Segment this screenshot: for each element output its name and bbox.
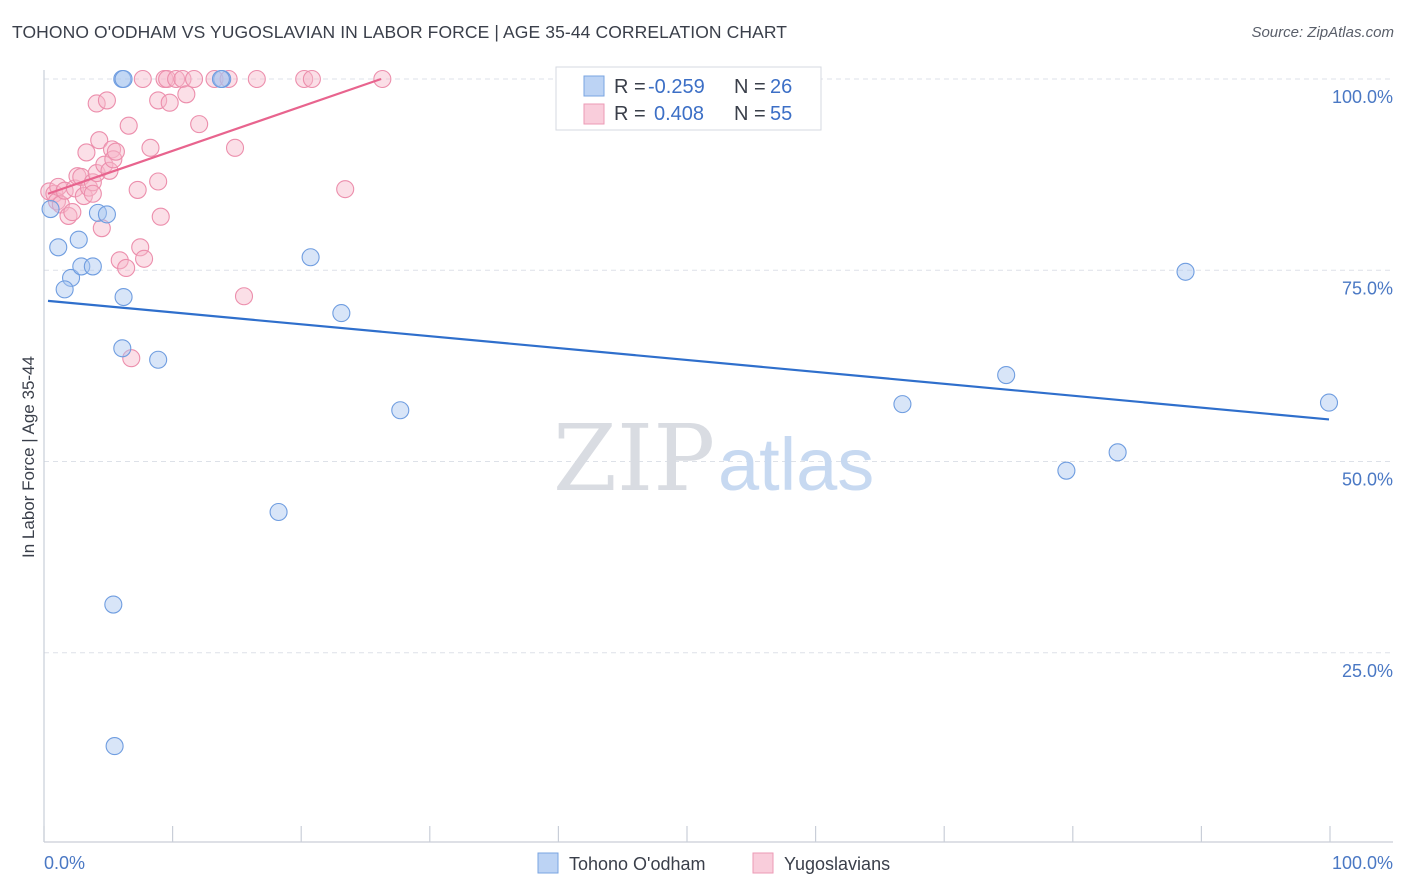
bottom-legend: Tohono O'odham Yugoslavians: [537, 852, 890, 874]
yugoslavian-point-50: [247, 69, 266, 89]
x-tick-labels: 0.0% 100.0%: [44, 853, 1393, 873]
yugoslavian-point-26: [110, 251, 129, 270]
yugoslavian-point-28: [119, 116, 138, 135]
yugoslavian-point-15: [83, 184, 102, 203]
watermark: ZIP atlas: [553, 405, 874, 512]
tohono-point-26: [1057, 461, 1076, 480]
legend-r-value-2: 0.408: [654, 103, 704, 125]
legend-r-label-1: R =: [614, 76, 646, 98]
series-yugoslavians: [40, 69, 392, 368]
tohono-point-7: [88, 203, 108, 222]
y-tick-label-75: 75.0%: [1342, 278, 1393, 298]
yugoslavian-point-49: [234, 287, 254, 306]
yugoslavian-point-37: [151, 207, 170, 226]
yugoslavian-point-44: [184, 69, 204, 89]
tohono-point-1: [49, 238, 68, 257]
yugoslavian-point-18: [90, 131, 109, 150]
tohono-point-17: [332, 304, 351, 323]
yugoslavian-point-36: [149, 172, 168, 191]
tohono-point-20: [104, 595, 123, 614]
legend-n-value-1: 26: [770, 76, 792, 98]
tohono-point-4: [69, 230, 88, 249]
yugoslavian-point-31: [131, 238, 150, 257]
tohono-point-21: [105, 737, 124, 756]
bottom-legend-swatch-blue: [537, 852, 559, 874]
stats-legend: R = -0.259 N = 26 R = 0.408 N = 55: [555, 66, 822, 131]
tohono-point-9: [114, 287, 133, 307]
yugoslavian-point-7: [63, 203, 82, 222]
tohono-point-3: [55, 280, 74, 299]
legend-swatch-blue: [583, 75, 605, 97]
yugoslavian-point-27: [117, 258, 136, 278]
tohono-point-8: [97, 205, 116, 224]
grid-lines: [44, 78, 1393, 654]
tohono-point-19: [269, 502, 288, 522]
legend-n-value-2: 55: [770, 103, 792, 125]
legend-n-label-1: N =: [734, 76, 766, 98]
yugoslavian-point-40: [160, 93, 179, 112]
yugoslavian-point-29: [122, 349, 141, 368]
yugoslavian-point-41: [167, 69, 186, 89]
yugoslavian-point-45: [190, 115, 209, 134]
tohono-point-14: [113, 339, 132, 358]
watermark-atlas: atlas: [718, 423, 874, 506]
x-tick-marks: [43, 826, 1331, 842]
tohono-point-18: [391, 401, 410, 420]
tohono-point-25: [893, 395, 912, 414]
legend-r-label-2: R =: [614, 103, 646, 125]
chart-title: TOHONO O'ODHAM VS YUGOSLAVIAN IN LABOR F…: [12, 22, 788, 42]
tohono-point-15: [149, 350, 168, 369]
yugoslavian-point-30: [128, 180, 147, 199]
y-tick-label-100: 100.0%: [1332, 87, 1393, 107]
watermark-zip: ZIP: [553, 405, 715, 512]
yugoslavian-point-17: [87, 94, 106, 113]
yugoslavian-point-47: [219, 69, 238, 89]
tohono-point-0: [41, 200, 60, 219]
yugoslavian-point-25: [106, 142, 125, 161]
legend-swatch-pink: [583, 103, 605, 125]
tohono-point-16: [301, 248, 320, 267]
yugoslavian-point-54: [373, 69, 392, 89]
tohono-point-23: [1319, 393, 1339, 412]
bottom-legend-label-blue: Tohono O'odham: [569, 854, 706, 874]
yugoslavian-point-48: [225, 138, 245, 157]
tohono-point-12: [114, 69, 133, 89]
yugoslavian-point-34: [141, 138, 160, 157]
yugoslavian-point-43: [177, 85, 196, 104]
yugoslavian-point-21: [97, 91, 116, 110]
tohono-point-24: [997, 366, 1016, 385]
yugoslavian-point-51: [295, 69, 314, 89]
yugoslavian-point-33: [135, 249, 154, 268]
bottom-legend-swatch-pink: [752, 852, 774, 874]
tohono-point-6: [83, 257, 102, 276]
tohono-point-27: [1108, 443, 1127, 462]
yugoslavian-point-46: [205, 69, 224, 89]
y-tick-labels: 25.0% 50.0% 75.0% 100.0%: [1332, 87, 1393, 681]
trend-lines: [47, 77, 1330, 421]
bottom-legend-label-pink: Yugoslavians: [784, 854, 890, 874]
yugoslavian-point-35: [149, 91, 168, 110]
legend-r-value-1: -0.259: [648, 76, 705, 98]
yugoslavian-point-32: [133, 69, 152, 89]
tohono-trend-line: [47, 299, 1330, 421]
y-tick-label-25: 25.0%: [1342, 661, 1393, 681]
x-tick-label-100: 100.0%: [1332, 853, 1393, 873]
yugoslavian-point-53: [336, 180, 355, 199]
y-tick-label-50: 50.0%: [1342, 470, 1393, 490]
yugoslavian-point-52: [302, 69, 321, 89]
tohono-point-13: [211, 69, 230, 89]
x-tick-label-0: 0.0%: [44, 853, 85, 873]
tohono-point-22: [1176, 262, 1195, 281]
yugoslavian-trend-line: [47, 77, 382, 195]
yugoslavian-point-12: [77, 143, 96, 162]
y-axis-label: In Labor Force | Age 35-44: [19, 356, 38, 558]
source-label: Source: ZipAtlas.com: [1251, 24, 1394, 41]
tohono-point-2: [62, 268, 81, 287]
series-tohono-oodham: [41, 69, 1339, 756]
legend-n-label-2: N =: [734, 103, 766, 125]
yugoslavian-point-19: [92, 219, 111, 238]
